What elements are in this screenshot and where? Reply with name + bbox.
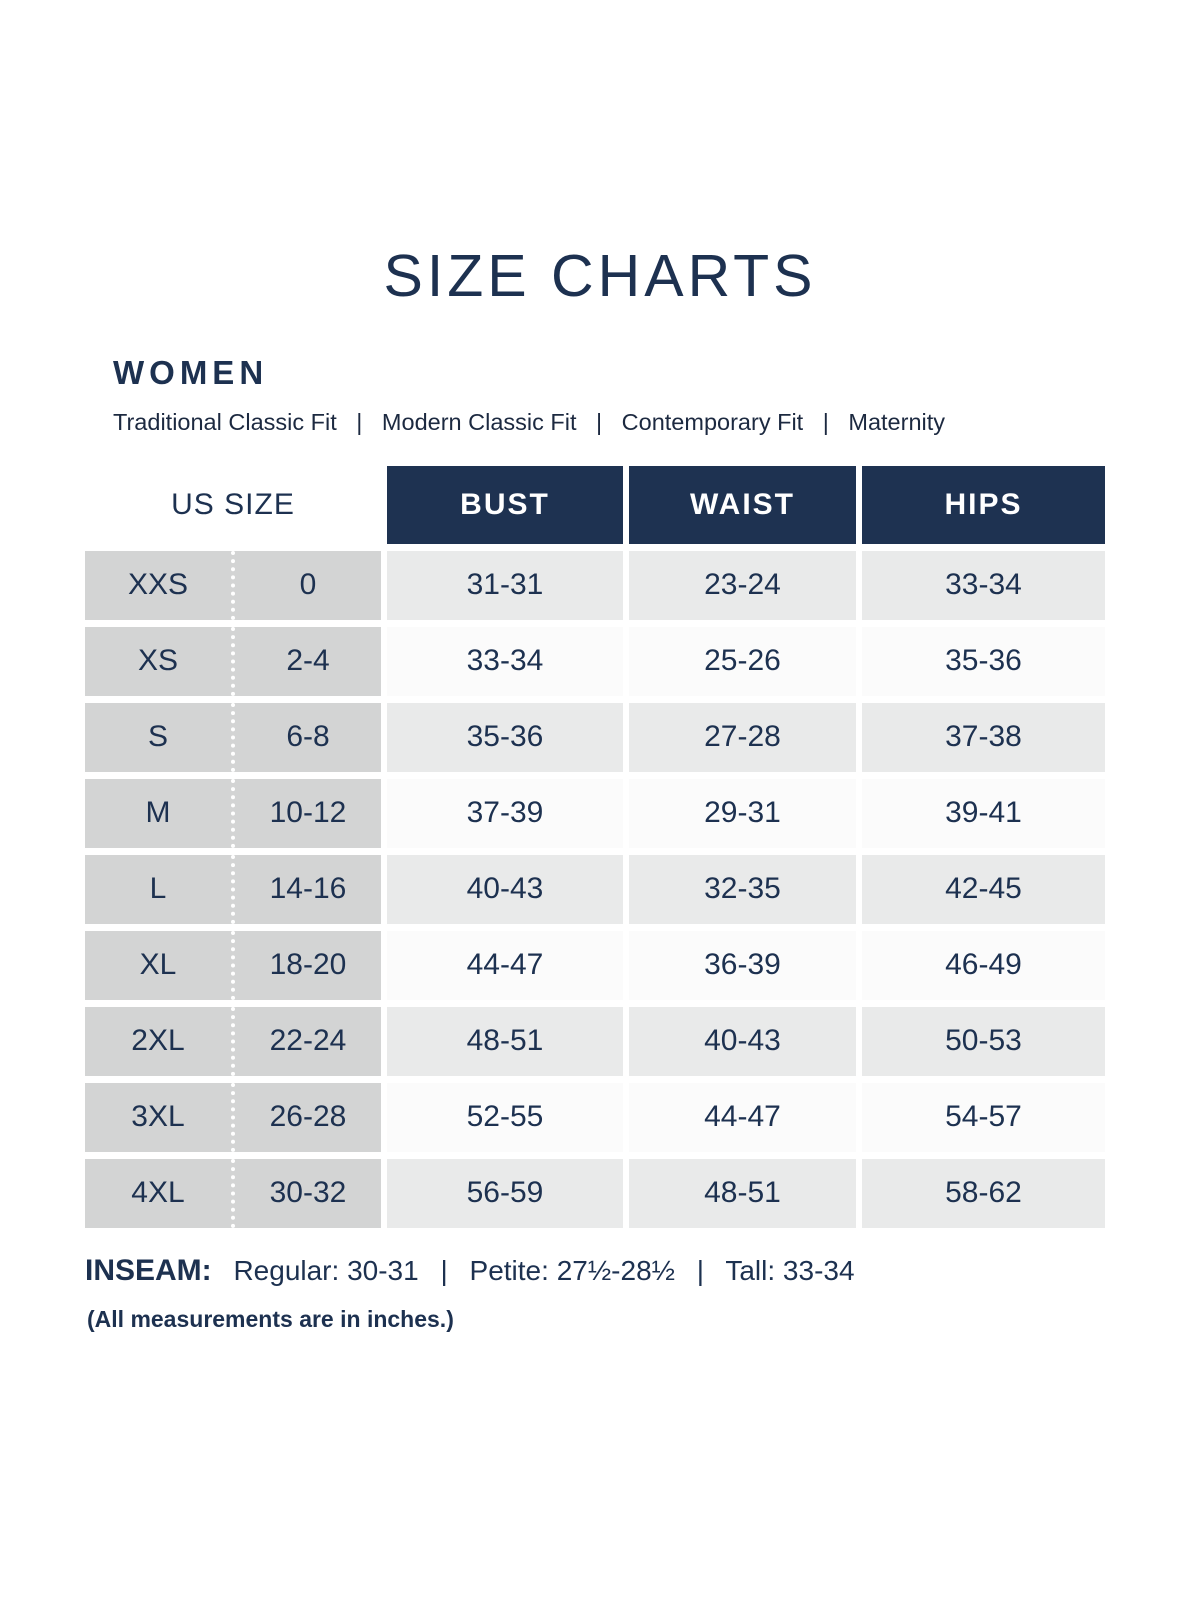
table-row-size-cell: 4XL 30-32	[85, 1158, 381, 1228]
fit-option-traditional: Traditional Classic Fit	[113, 408, 337, 435]
table-row-size-cell: L 14-16	[85, 854, 381, 924]
inseam-tall: Tall: 33-34	[725, 1254, 855, 1286]
table-row-size-cell: XS 2-4	[85, 626, 381, 696]
bust-value: 35-36	[387, 702, 623, 772]
col-header-waist: WAIST	[629, 465, 856, 544]
col-header-bust: BUST	[387, 465, 623, 544]
size-label: XS	[137, 644, 179, 678]
table-row-size-cell: 3XL 26-28	[85, 1082, 381, 1152]
inseam-separator: |	[696, 1254, 705, 1286]
hips-value: 35-36	[862, 626, 1105, 696]
us-size-value: 2-4	[231, 626, 381, 696]
bust-value: 40-43	[387, 854, 623, 924]
inseam-petite: Petite: 27½-28½	[469, 1254, 676, 1286]
size-label: S	[147, 720, 168, 754]
us-size-value: 22-24	[231, 1006, 381, 1076]
waist-value: 48-51	[629, 1158, 856, 1228]
waist-value: 32-35	[629, 854, 856, 924]
fit-option-maternity: Maternity	[848, 408, 946, 435]
inseam-separator: |	[440, 1254, 448, 1286]
waist-value: 29-31	[629, 778, 856, 848]
hips-value: 50-53	[862, 1006, 1105, 1076]
bust-value: 56-59	[387, 1158, 623, 1228]
fit-option-contemporary: Contemporary Fit	[621, 408, 804, 435]
fit-option-modern: Modern Classic Fit	[381, 408, 577, 435]
bust-value: 48-51	[387, 1006, 623, 1076]
col-header-hips: HIPS	[862, 465, 1105, 544]
waist-value: 23-24	[629, 550, 856, 620]
table-row-size-cell: M 10-12	[85, 778, 381, 848]
table-row-size-cell: 2XL 22-24	[85, 1006, 381, 1076]
hips-value: 33-34	[862, 550, 1105, 620]
hips-value: 46-49	[862, 930, 1105, 1000]
bust-value: 44-47	[387, 930, 623, 1000]
measurements-note: (All measurements are in inches.)	[87, 1305, 454, 1332]
fit-separator: |	[596, 408, 603, 435]
table-row-size-cell: XL 18-20	[85, 930, 381, 1000]
size-label: 4XL	[131, 1176, 185, 1210]
bust-value: 31-31	[387, 550, 623, 620]
us-size-value: 18-20	[231, 930, 381, 1000]
us-size-value: 0	[231, 550, 381, 620]
waist-value: 44-47	[629, 1082, 856, 1152]
waist-value: 27-28	[629, 702, 856, 772]
hips-value: 58-62	[862, 1158, 1105, 1228]
bust-value: 52-55	[387, 1082, 623, 1152]
fit-separator: |	[356, 408, 363, 435]
page-title: SIZE CHARTS	[383, 243, 817, 309]
section-heading-women: WOMEN	[113, 353, 269, 391]
hips-value: 37-38	[862, 702, 1105, 772]
size-label: XXS	[127, 568, 189, 602]
us-size-value: 14-16	[231, 854, 381, 924]
inseam-line: INSEAM: Regular: 30-31 | Petite: 27½-28½…	[85, 1254, 1200, 1288]
waist-value: 36-39	[629, 930, 856, 1000]
inseam-regular: Regular: 30-31	[233, 1254, 419, 1286]
us-size-header: US SIZE	[85, 465, 381, 544]
us-size-value: 30-32	[231, 1158, 381, 1228]
waist-value: 40-43	[629, 1006, 856, 1076]
size-label: M	[145, 796, 171, 830]
size-label: 2XL	[131, 1024, 185, 1058]
size-label: 3XL	[131, 1100, 185, 1134]
inseam-label: INSEAM:	[85, 1253, 212, 1287]
us-size-value: 6-8	[231, 702, 381, 772]
hips-value: 39-41	[862, 778, 1105, 848]
fit-separator: |	[822, 408, 829, 435]
waist-value: 25-26	[629, 626, 856, 696]
size-table: US SIZE BUST WAIST HIPS XXS 0 31-31 23-2…	[85, 465, 1105, 1228]
bust-value: 37-39	[387, 778, 623, 848]
bust-value: 33-34	[387, 626, 623, 696]
size-label: L	[149, 872, 167, 906]
fit-options-line: Traditional Classic Fit | Modern Classic…	[113, 409, 1200, 436]
us-size-value: 10-12	[231, 778, 381, 848]
hips-value: 42-45	[862, 854, 1105, 924]
size-label: XL	[139, 948, 177, 982]
table-row-size-cell: S 6-8	[85, 702, 381, 772]
table-row-size-cell: XXS 0	[85, 550, 381, 620]
hips-value: 54-57	[862, 1082, 1105, 1152]
us-size-value: 26-28	[231, 1082, 381, 1152]
